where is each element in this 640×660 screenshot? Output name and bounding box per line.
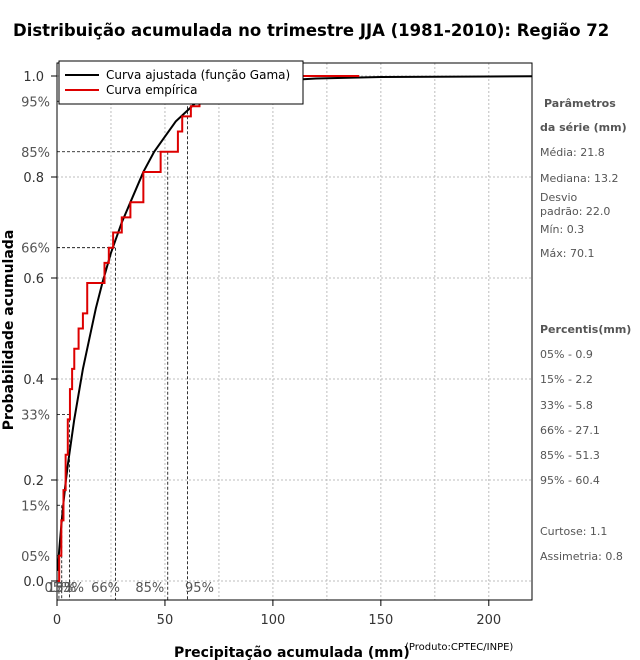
y-tick-label: 1.0 (23, 70, 44, 85)
gamma-fit-curve (56, 75, 532, 571)
percentile-x-label: 95% (185, 581, 214, 596)
y-tick-label: 0.2 (23, 474, 44, 489)
x-tick-label: 100 (260, 613, 285, 628)
percentile-y-label: 66% (21, 242, 50, 257)
param-max: Máx: 70.1 (540, 247, 594, 260)
percentil-33: 33% - 5.8 (540, 399, 593, 412)
percentile-bottom-labels: 05%15%33% 66% 85% 95% (44, 581, 213, 596)
percentile-x-label: 33% (55, 581, 84, 596)
percentile-y-ticks: 05% 15% 33% 66% 85% 95% (21, 95, 50, 565)
chart-title: Distribuição acumulada no trimestre JJA … (13, 21, 609, 40)
x-axis-label: Precipitação acumulada (mm) (174, 645, 410, 660)
plot-frame (56, 62, 533, 601)
percentile-x-label: 15% (47, 581, 76, 596)
percentil-85: 85% - 51.3 (540, 449, 600, 462)
x-tick-label: 0 (53, 613, 61, 628)
param-media: Média: 21.8 (540, 146, 605, 159)
percentil-15: 15% - 2.2 (540, 373, 593, 386)
y-tick-label: 0.0 (23, 575, 44, 590)
x-tick-label: 200 (476, 613, 501, 628)
percentil-95: 95% - 60.4 (540, 474, 600, 487)
credit-label: (Produto:CPTEC/INPE) (405, 642, 513, 653)
percentile-x-label: 66% (91, 581, 120, 596)
percentile-y-label: 15% (21, 499, 50, 514)
percentile-y-label: 33% (21, 408, 50, 423)
y-axis-ticks: 0.0 0.2 0.4 0.6 0.8 1.0 (23, 70, 57, 590)
percentile-x-label: 85% (135, 581, 164, 596)
percentile-y-label: 05% (21, 550, 50, 565)
legend-label-gamma: Curva ajustada (função Gama) (106, 68, 290, 82)
param-min: Mín: 0.3 (540, 223, 584, 236)
params-heading-2: da série (mm) (540, 121, 627, 134)
percentil-05: 05% - 0.9 (540, 348, 593, 361)
legend: Curva ajustada (função Gama) Curva empír… (58, 60, 304, 105)
y-tick-label: 0.8 (23, 171, 44, 186)
series-parameters-panel: Parâmetros da série (mm) Média: 21.8 Med… (540, 97, 631, 563)
legend-box (58, 60, 304, 105)
params-heading-1: Parâmetros (544, 97, 616, 110)
param-desvio-2: padrão: 22.0 (540, 205, 610, 218)
percentile-y-label: 85% (21, 146, 50, 161)
param-desvio-1: Desvio (540, 191, 578, 204)
y-axis-label: Probabilidade acumulada (1, 230, 17, 431)
param-mediana: Mediana: 13.2 (540, 172, 618, 185)
x-tick-label: 50 (157, 613, 174, 628)
param-curtose: Curtose: 1.1 (540, 525, 607, 538)
grid (56, 63, 532, 600)
percentile-y-label: 95% (21, 95, 50, 110)
percentil-66: 66% - 27.1 (540, 424, 600, 437)
y-tick-label: 0.4 (23, 373, 44, 388)
percentile-x-label: 05% (44, 581, 73, 596)
x-axis-ticks: 0 50 100 150 200 (53, 600, 501, 628)
x-tick-label: 150 (368, 613, 393, 628)
param-assimetria: Assimetria: 0.8 (540, 550, 623, 563)
percentis-heading: Percentis(mm) (540, 323, 631, 336)
percentile-guide-lines (57, 100, 188, 600)
legend-label-empirical: Curva empírica (106, 83, 197, 97)
empirical-step-curve (57, 75, 360, 582)
y-tick-label: 0.6 (23, 272, 44, 287)
